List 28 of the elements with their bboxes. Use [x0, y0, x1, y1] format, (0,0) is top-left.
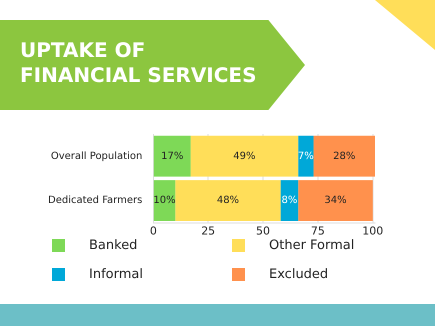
- bar: [154, 136, 191, 177]
- data-label: 34%: [324, 195, 347, 206]
- bar: [175, 180, 281, 222]
- legend-label: Other Formal: [269, 238, 354, 253]
- bar: [298, 180, 373, 222]
- bar: [190, 136, 298, 177]
- data-label: 28%: [333, 150, 356, 162]
- x-tick-label: 50: [256, 224, 270, 238]
- data-label: 17%: [161, 150, 184, 162]
- bar: [298, 136, 314, 177]
- legend-label: Informal: [89, 267, 143, 282]
- x-tick-label: 0: [150, 224, 157, 238]
- legend-label: Excluded: [269, 267, 328, 282]
- bar: [154, 180, 176, 222]
- x-tick-label: 100: [362, 224, 384, 238]
- x-tick-label: 75: [310, 224, 325, 238]
- chart-title: UPTAKE OF FINANCIAL SERVICES: [20, 38, 258, 88]
- data-label: 49%: [233, 150, 256, 162]
- bar: [314, 136, 375, 177]
- data-label: 7%: [298, 150, 314, 162]
- data-label: 8%: [281, 195, 298, 206]
- data-label: 10%: [153, 195, 176, 206]
- x-tick-label: 25: [201, 224, 216, 238]
- data-label: 48%: [216, 195, 240, 206]
- bar: [280, 180, 298, 222]
- y-tick-label: Overall Population: [50, 150, 142, 162]
- y-tick-label: Dedicated Farmers: [48, 195, 142, 206]
- legend-label: Banked: [89, 238, 138, 253]
